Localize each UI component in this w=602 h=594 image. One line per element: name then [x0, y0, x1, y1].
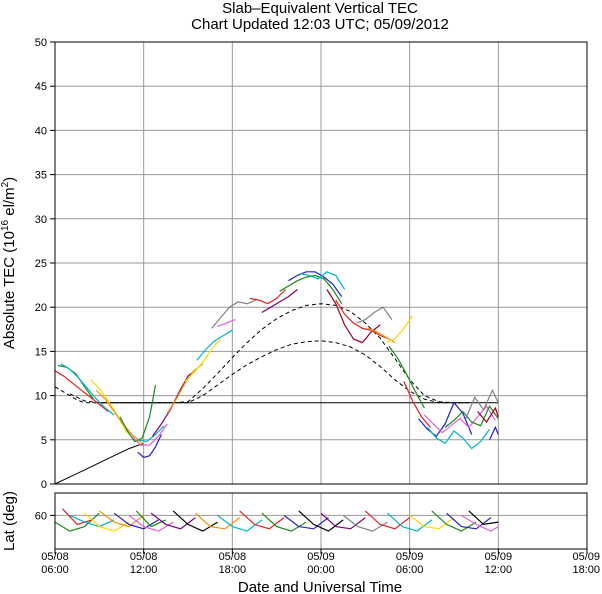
lat-track-1 — [61, 508, 93, 526]
y-tick-labels: 0 5 10 15 20 25 30 35 40 45 50 — [35, 37, 55, 491]
lat-track-5 — [113, 512, 159, 530]
tec-series-line-30 — [403, 381, 431, 428]
lat-track-21 — [431, 510, 477, 532]
lat-track-15 — [298, 510, 344, 532]
lat-track-17 — [342, 514, 388, 532]
lat-track-10 — [194, 512, 241, 530]
lat-track-19 — [387, 512, 433, 532]
x-tick-label-date: 05/09 — [396, 551, 424, 563]
y-tick-label: 25 — [35, 258, 47, 270]
tec-series-line-23 — [300, 271, 346, 290]
grid — [55, 42, 587, 549]
x-tick-label-date: 05/09 — [307, 551, 335, 563]
tec-series-line-21 — [279, 274, 343, 305]
x-tick-label-time: 00:00 — [307, 564, 335, 576]
tec-series-line-34 — [444, 405, 499, 428]
y-tick-label: 35 — [35, 170, 47, 182]
lat-track-22 — [446, 512, 492, 530]
tec-series-line-32 — [426, 427, 490, 450]
x-tick-label-time: 12:00 — [485, 564, 513, 576]
x-tick-label-date: 05/08 — [219, 551, 247, 563]
tec-series-line-17 — [211, 299, 257, 329]
lat-track-24 — [468, 510, 499, 526]
y-tick-label: 40 — [35, 125, 47, 137]
x-tick-label-date: 05/08 — [130, 551, 158, 563]
chart-subtitle: Chart Updated 12:03 UTC; 05/09/2012 — [191, 16, 449, 33]
tec-series-line-22 — [288, 271, 343, 297]
y-tick-label: 15 — [35, 346, 47, 358]
y-tick-label: 30 — [35, 214, 47, 226]
chart-title: Slab–Equivalent Vertical TEC — [222, 0, 418, 17]
tec-series-line-25 — [335, 299, 390, 340]
lat-track-20 — [409, 514, 455, 530]
tec-series-line-6 — [60, 363, 115, 416]
tec-series-line-37 — [488, 425, 499, 441]
tec-series-line-20 — [261, 289, 298, 314]
tec-series-line-9 — [119, 384, 157, 443]
lat-track-23 — [461, 514, 499, 532]
lat-track-14 — [283, 514, 329, 530]
tec-series-line-15 — [184, 338, 221, 382]
x-tick-label-date: 05/09 — [485, 551, 513, 563]
y-tick-label: 10 — [35, 391, 47, 403]
x-tick-label-date: 05/09 — [572, 551, 600, 563]
tec-series-line-10 — [137, 434, 162, 459]
tec-series-line-31 — [418, 401, 473, 438]
lat-track-11 — [217, 514, 263, 532]
tec-series-line-1 — [69, 303, 469, 404]
x-tick-label-time: 06:00 — [41, 564, 69, 576]
lat-axis-label: Lat (deg) — [1, 491, 18, 551]
y-tick-label: 50 — [35, 37, 47, 49]
tec-series-line-3 — [54, 442, 144, 485]
x-tick-labels: 05/0806:0005/0812:0005/0818:0005/0900:00… — [41, 549, 600, 576]
y-axis-label: Absolute TEC (1016 el/m2) — [0, 177, 18, 349]
lat-track-3 — [84, 512, 130, 532]
tec-series-line-8 — [95, 389, 142, 443]
tec-series-line-29 — [388, 345, 425, 409]
x-axis-label: Date and Universal Time — [238, 579, 402, 594]
x-tick-label-time: 18:00 — [219, 564, 247, 576]
tec-series-line-5 — [57, 364, 94, 400]
tec-series-line-14 — [166, 363, 204, 414]
tec-series-line-7 — [90, 379, 144, 444]
latitude-tracks — [54, 508, 499, 532]
y-tick-label: 0 — [41, 479, 47, 491]
lat-track-7 — [135, 510, 167, 528]
lat-track-16 — [320, 512, 366, 530]
tec-series — [54, 271, 499, 485]
tec-series-line-19 — [249, 289, 286, 305]
tec-series-line-18 — [217, 319, 236, 328]
tec-series-line-0 — [54, 340, 469, 404]
lat-track-6 — [128, 514, 174, 532]
tec-series-line-11 — [131, 423, 168, 446]
tec-series-line-24 — [326, 289, 381, 344]
y-tick-label: 45 — [35, 81, 47, 93]
tec-series-line-12 — [137, 425, 165, 443]
tec-series-line-16 — [196, 329, 233, 361]
tec-series-line-4 — [54, 370, 109, 412]
lat-tick-label: 60 — [35, 510, 47, 522]
tec-series-line-35 — [465, 388, 499, 419]
x-tick-label-time: 06:00 — [396, 564, 424, 576]
lat-track-12 — [239, 510, 285, 530]
lat-track-2 — [69, 514, 115, 528]
tec-series-line-36 — [477, 406, 499, 424]
y-tick-label: 5 — [41, 435, 47, 447]
tec-series-line-27 — [368, 327, 396, 344]
tec-series-line-28 — [385, 315, 414, 344]
lat-track-18 — [364, 510, 411, 530]
x-tick-label-time: 18:00 — [572, 564, 600, 576]
x-tick-label-date: 05/08 — [41, 551, 69, 563]
lat-track-8 — [150, 512, 196, 530]
tec-series-line-26 — [356, 306, 393, 324]
y-tick-label: 20 — [35, 302, 47, 314]
x-tick-label-time: 12:00 — [130, 564, 158, 576]
lat-tick-labels: 60 — [35, 510, 55, 522]
